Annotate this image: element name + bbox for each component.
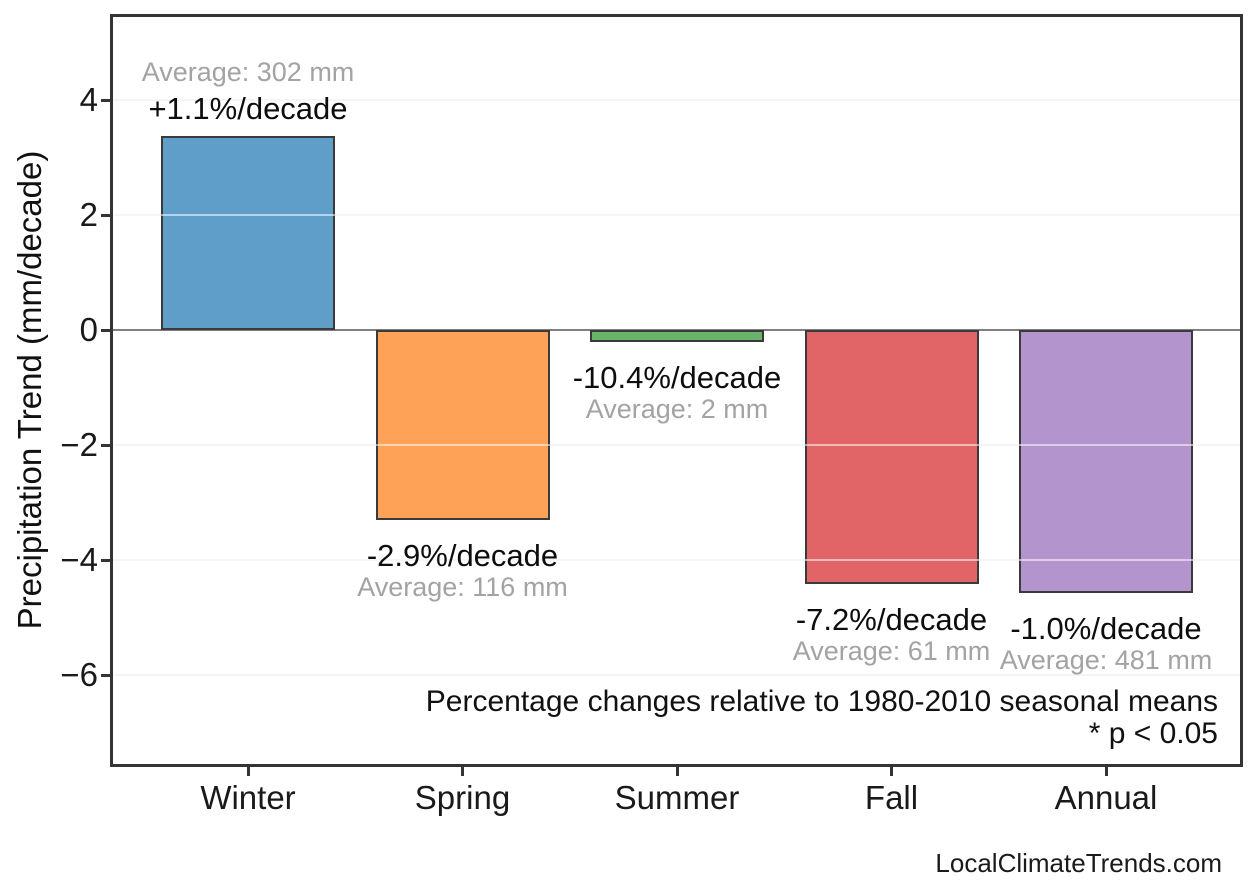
annotation-p-value: * p < 0.05 xyxy=(1088,717,1218,750)
bar-average-label: Average: 61 mm xyxy=(792,636,991,667)
gridline-overlay xyxy=(110,444,1243,446)
x-tick-label-winter: Winter xyxy=(200,779,296,816)
y-tick-mark xyxy=(101,443,110,447)
y-tick-mark xyxy=(101,213,110,217)
bar-average-label: Average: 2 mm xyxy=(585,394,769,425)
bar-average-label: Average: 116 mm xyxy=(357,571,568,602)
x-tick-mark xyxy=(890,767,893,776)
y-tick-mark xyxy=(101,673,110,677)
watermark: LocalClimateTrends.com xyxy=(935,848,1222,878)
x-tick-label-summer: Summer xyxy=(614,779,740,816)
bar-summer xyxy=(590,330,764,343)
y-tick-label: 2 xyxy=(79,196,98,233)
bar-fall xyxy=(804,330,979,585)
gridline-overlay xyxy=(110,214,1243,216)
x-tick-mark xyxy=(461,767,464,776)
y-tick-label: −2 xyxy=(60,426,98,463)
gridline-overlay xyxy=(110,559,1243,561)
bar-average-label: Average: 302 mm xyxy=(141,57,355,88)
y-tick-label: −6 xyxy=(60,656,98,693)
bar-spring xyxy=(375,330,550,520)
y-tick-label: 0 xyxy=(79,311,98,348)
y-tick-label: 4 xyxy=(79,81,98,118)
x-tick-mark xyxy=(675,767,679,776)
bar-percent-label: -7.2%/decade xyxy=(795,602,988,638)
y-tick-mark xyxy=(101,98,110,102)
bar-percent-label: -1.0%/decade xyxy=(1010,610,1202,646)
annotation-means-note: Percentage changes relative to 1980-2010… xyxy=(425,685,1218,718)
bar-average-label: Average: 481 mm xyxy=(999,644,1213,675)
bar-percent-label: -10.4%/decade xyxy=(572,360,782,396)
bar-winter xyxy=(161,136,335,330)
y-tick-mark xyxy=(101,328,110,332)
x-tick-mark xyxy=(1104,767,1108,776)
x-tick-label-annual: Annual xyxy=(1054,779,1158,816)
gridline-overlay xyxy=(110,99,1243,101)
x-tick-label-fall: Fall xyxy=(864,779,919,816)
bar-annual xyxy=(1019,330,1193,593)
y-tick-label: −4 xyxy=(60,541,98,578)
x-tick-label-spring: Spring xyxy=(414,779,511,816)
bar-percent-label: -2.9%/decade xyxy=(366,537,559,573)
gridline-overlay xyxy=(110,674,1243,676)
x-tick-mark xyxy=(246,767,250,776)
y-tick-mark xyxy=(101,558,110,562)
bar-percent-label: +1.1%/decade xyxy=(148,91,348,127)
